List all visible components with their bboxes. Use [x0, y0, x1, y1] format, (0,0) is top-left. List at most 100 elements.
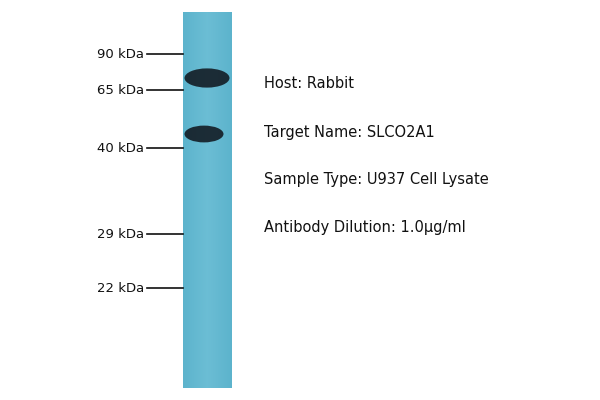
Bar [199, 12, 200, 388]
Bar [218, 12, 219, 388]
Bar [215, 12, 217, 388]
Bar [189, 12, 190, 388]
Bar [223, 12, 224, 388]
Bar [202, 12, 203, 388]
Bar [190, 12, 191, 388]
Bar [183, 12, 184, 388]
Bar [227, 12, 228, 388]
Bar [208, 12, 209, 388]
Bar [220, 12, 221, 388]
Bar [188, 12, 190, 388]
Bar [230, 12, 231, 388]
Bar [214, 12, 215, 388]
Bar [221, 12, 223, 388]
Bar [203, 12, 205, 388]
Bar [207, 12, 208, 388]
Bar [208, 12, 209, 388]
Bar [210, 12, 211, 388]
Bar [203, 12, 204, 388]
Bar [213, 12, 214, 388]
Text: 65 kDa: 65 kDa [97, 84, 144, 96]
Bar [217, 12, 218, 388]
Bar [225, 12, 226, 388]
Bar [213, 12, 214, 388]
Bar [223, 12, 224, 388]
Bar [189, 12, 190, 388]
Bar [212, 12, 213, 388]
Bar [229, 12, 230, 388]
Bar [194, 12, 196, 388]
Bar [220, 12, 221, 388]
Bar [212, 12, 214, 388]
Bar [218, 12, 220, 388]
Bar [211, 12, 212, 388]
Bar [226, 12, 227, 388]
Bar [205, 12, 206, 388]
Bar [197, 12, 199, 388]
Bar [188, 12, 189, 388]
Bar [196, 12, 197, 388]
Bar [214, 12, 215, 388]
Bar [185, 12, 187, 388]
Text: Host: Rabbit: Host: Rabbit [264, 76, 354, 92]
Bar [228, 12, 229, 388]
Bar [187, 12, 188, 388]
Bar [194, 12, 195, 388]
Bar [206, 12, 208, 388]
Bar [209, 12, 210, 388]
Text: 40 kDa: 40 kDa [97, 142, 144, 154]
Bar [195, 12, 196, 388]
Bar [184, 12, 185, 388]
Bar [217, 12, 218, 388]
Bar [202, 12, 203, 388]
Bar [199, 12, 200, 388]
Bar [191, 12, 192, 388]
Bar [229, 12, 230, 388]
Bar [227, 12, 229, 388]
Bar [230, 12, 232, 388]
Text: Antibody Dilution: 1.0µg/ml: Antibody Dilution: 1.0µg/ml [264, 220, 466, 236]
Bar [201, 12, 202, 388]
Bar [227, 12, 228, 388]
Bar [204, 12, 205, 388]
Bar [198, 12, 199, 388]
Bar [205, 12, 206, 388]
Text: 29 kDa: 29 kDa [97, 228, 144, 240]
Bar [222, 12, 223, 388]
Bar [197, 12, 198, 388]
Bar [215, 12, 216, 388]
Bar [203, 12, 204, 388]
Bar [226, 12, 227, 388]
Bar [225, 12, 226, 388]
Text: Target Name: SLCO2A1: Target Name: SLCO2A1 [264, 124, 435, 140]
Bar [184, 12, 185, 388]
Bar [192, 12, 193, 388]
Bar [190, 12, 191, 388]
Bar [201, 12, 202, 388]
Text: 90 kDa: 90 kDa [97, 48, 144, 60]
Bar [206, 12, 207, 388]
Text: Sample Type: U937 Cell Lysate: Sample Type: U937 Cell Lysate [264, 172, 489, 188]
Bar [219, 12, 220, 388]
Bar [224, 12, 226, 388]
Bar [186, 12, 187, 388]
Bar [200, 12, 201, 388]
Bar [209, 12, 211, 388]
Bar [215, 12, 216, 388]
Bar [191, 12, 192, 388]
Bar [221, 12, 222, 388]
Bar [193, 12, 194, 388]
Bar [191, 12, 193, 388]
Bar [193, 12, 194, 388]
Bar [196, 12, 197, 388]
Bar [200, 12, 202, 388]
Bar [211, 12, 212, 388]
Bar [208, 12, 209, 388]
Bar [220, 12, 221, 388]
Bar [185, 12, 186, 388]
Ellipse shape [185, 68, 229, 88]
Ellipse shape [185, 126, 224, 142]
Bar [187, 12, 188, 388]
Bar [224, 12, 225, 388]
Bar [196, 12, 197, 388]
